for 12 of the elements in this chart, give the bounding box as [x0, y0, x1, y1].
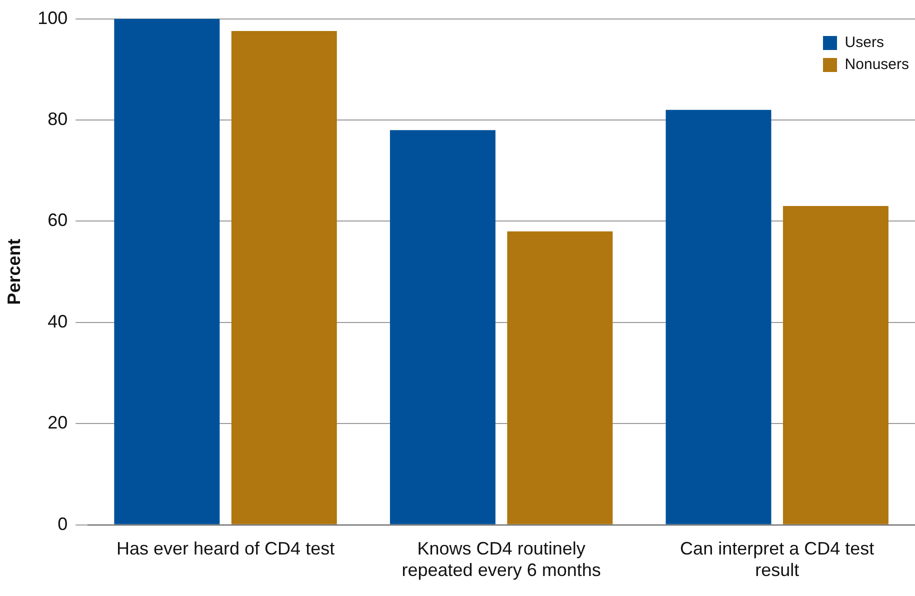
y-tick-label: 0: [58, 514, 68, 534]
x-tick-label: Can interpret a CD4 test result: [680, 538, 874, 580]
legend-label: Nonusers: [844, 56, 909, 73]
y-axis-title: Percent: [4, 238, 24, 305]
y-tick-label: 100: [38, 8, 68, 28]
y-tick-label: 20: [48, 412, 68, 433]
y-tick-label: 60: [48, 210, 68, 230]
legend-label: Users: [844, 34, 884, 51]
x-tick-label: Knows CD4 routinely repeated every 6 months: [402, 538, 601, 580]
x-tick-label: Has ever heard of CD4 test: [116, 538, 335, 559]
y-tick-label: 80: [48, 108, 68, 129]
y-tick-label: 40: [48, 311, 68, 332]
